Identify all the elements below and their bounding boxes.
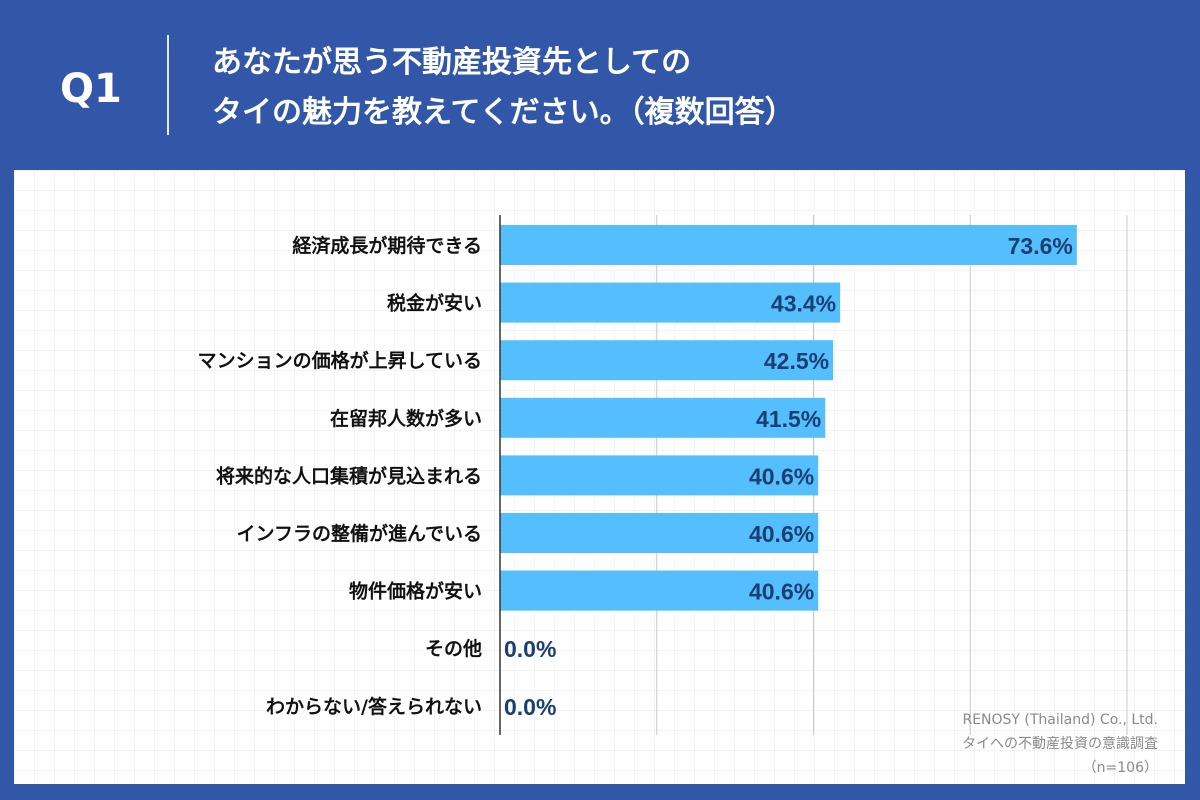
- title-line-2: タイの魅力を教えてください。（複数回答）: [212, 95, 795, 130]
- category-label: その他: [425, 637, 482, 660]
- data-label: 41.5%: [756, 406, 821, 432]
- data-label: 40.6%: [749, 463, 814, 489]
- category-label: 物件価格が安い: [349, 580, 482, 603]
- bar: [500, 340, 834, 381]
- bar: [500, 455, 819, 496]
- data-label: 40.6%: [749, 521, 814, 547]
- header-divider: [167, 35, 169, 135]
- category-label: 在留邦人数が多い: [330, 407, 482, 430]
- category-label: 経済成長が期待できる: [292, 234, 482, 257]
- category-label: マンションの価格が上昇している: [198, 349, 482, 372]
- data-label: 43.4%: [771, 291, 836, 317]
- data-label: 73.6%: [1008, 233, 1073, 259]
- category-label: わからない/答えられない: [266, 695, 482, 718]
- source-note: RENOSY (Thailand) Co., Ltd. タイへの不動産投資の意識…: [962, 708, 1158, 780]
- bar: [500, 397, 826, 438]
- category-label: 税金が安い: [387, 292, 482, 315]
- category-label: インフラの整備が進んでいる: [237, 522, 482, 545]
- bar: [500, 570, 819, 611]
- question-number: Q1: [60, 66, 122, 112]
- category-label: 将来的な人口集積が見込まれる: [216, 464, 482, 487]
- bar: [500, 282, 841, 323]
- bar: [500, 513, 819, 553]
- data-label: 0.0%: [504, 636, 556, 662]
- chart-title: あなたが思う不動産投資先としての タイの魅力を教えてください。（複数回答）: [212, 38, 795, 138]
- source-company: RENOSY (Thailand) Co., Ltd.: [962, 712, 1158, 728]
- source-survey: タイへの不動産投資の意識調査: [962, 736, 1158, 752]
- sample-size: （n=106）: [1082, 760, 1158, 776]
- bar: [500, 225, 1077, 265]
- data-label: 0.0%: [504, 694, 556, 720]
- title-line-1: あなたが思う不動産投資先としての: [212, 45, 692, 80]
- data-label: 42.5%: [764, 348, 829, 374]
- data-label: 40.6%: [749, 579, 814, 605]
